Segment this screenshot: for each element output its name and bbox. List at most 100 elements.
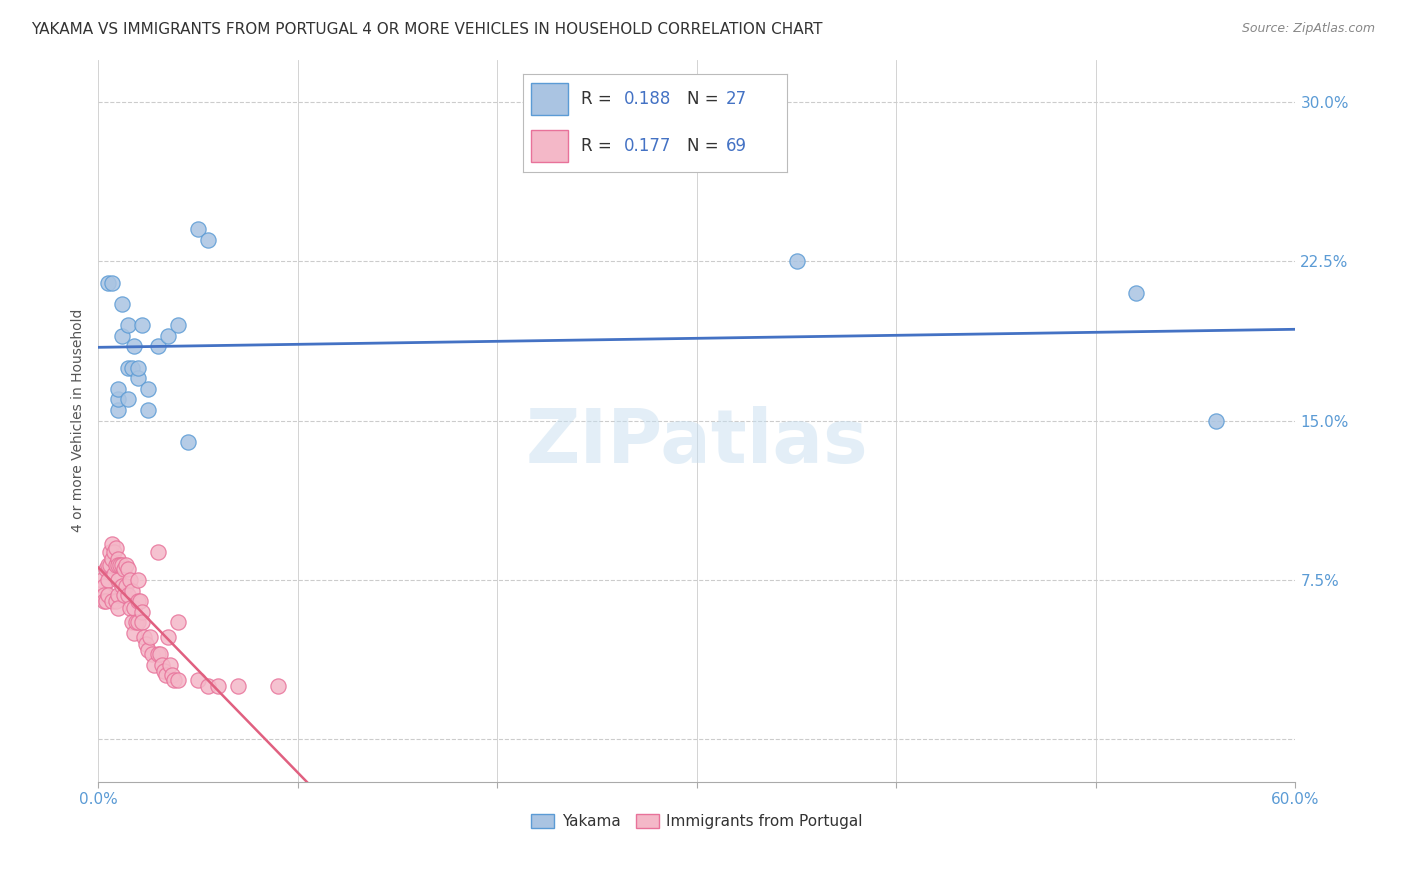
Point: [100, 558, 122, 572]
Point: [120, 573, 142, 587]
Point: [110, 558, 132, 572]
Point: [127, 615, 149, 630]
Point: [131, 615, 153, 630]
Point: [93, 594, 115, 608]
Point: [131, 318, 153, 332]
Point: [157, 630, 180, 644]
Text: Source: ZipAtlas.com: Source: ZipAtlas.com: [1241, 22, 1375, 36]
Point: [101, 551, 124, 566]
Point: [117, 562, 139, 576]
Point: [124, 600, 146, 615]
Point: [1125, 286, 1147, 301]
Point: [197, 233, 219, 247]
Point: [101, 594, 124, 608]
Point: [97, 558, 120, 572]
Point: [103, 566, 125, 581]
Point: [101, 276, 124, 290]
Point: [124, 626, 146, 640]
Point: [167, 673, 190, 687]
Point: [107, 403, 129, 417]
Point: [197, 679, 219, 693]
Point: [134, 630, 156, 644]
Point: [177, 434, 200, 449]
Point: [187, 222, 209, 236]
Point: [129, 594, 152, 608]
Point: [153, 664, 176, 678]
Point: [267, 679, 290, 693]
Point: [103, 545, 125, 559]
Point: [111, 328, 134, 343]
Point: [93, 579, 115, 593]
Point: [91, 573, 114, 587]
Point: [148, 339, 170, 353]
Point: [141, 647, 163, 661]
Point: [127, 371, 149, 385]
Point: [107, 551, 129, 566]
Point: [97, 573, 120, 587]
Point: [107, 392, 129, 407]
Point: [117, 588, 139, 602]
Point: [117, 318, 139, 332]
Point: [148, 545, 170, 559]
Point: [1205, 414, 1227, 428]
Point: [187, 673, 209, 687]
Point: [112, 588, 135, 602]
Point: [101, 537, 124, 551]
Point: [226, 679, 249, 693]
Point: [143, 657, 166, 672]
Point: [117, 392, 139, 407]
Point: [111, 558, 134, 572]
Point: [96, 594, 118, 608]
Point: [155, 668, 177, 682]
Point: [117, 360, 139, 375]
Point: [121, 615, 143, 630]
Point: [105, 594, 128, 608]
Point: [157, 328, 180, 343]
Point: [127, 594, 149, 608]
Point: [107, 573, 129, 587]
Point: [124, 339, 146, 353]
Point: [111, 297, 134, 311]
Point: [96, 562, 118, 576]
Point: [167, 318, 190, 332]
Text: ZIPatlas: ZIPatlas: [526, 406, 869, 479]
Text: YAKAMA VS IMMIGRANTS FROM PORTUGAL 4 OR MORE VEHICLES IN HOUSEHOLD CORRELATION C: YAKAMA VS IMMIGRANTS FROM PORTUGAL 4 OR …: [31, 22, 823, 37]
Point: [135, 637, 157, 651]
Point: [100, 545, 122, 559]
Point: [131, 605, 153, 619]
Point: [207, 679, 229, 693]
Point: [107, 382, 129, 396]
Point: [107, 588, 129, 602]
Point: [148, 647, 170, 661]
Point: [786, 254, 808, 268]
Point: [149, 647, 172, 661]
Point: [159, 657, 181, 672]
Point: [136, 403, 159, 417]
Y-axis label: 4 or more Vehicles in Household: 4 or more Vehicles in Household: [72, 309, 86, 533]
Point: [105, 558, 128, 572]
Legend: Yakama, Immigrants from Portugal: Yakama, Immigrants from Portugal: [524, 808, 869, 836]
Point: [121, 583, 143, 598]
Point: [115, 558, 138, 572]
Point: [105, 541, 128, 555]
Point: [139, 630, 162, 644]
Point: [120, 600, 142, 615]
Point: [121, 360, 143, 375]
Point: [167, 615, 190, 630]
Point: [107, 558, 129, 572]
Point: [97, 588, 120, 602]
Point: [162, 668, 184, 682]
Point: [127, 573, 149, 587]
Point: [125, 615, 148, 630]
Point: [163, 673, 186, 687]
Point: [150, 657, 173, 672]
Point: [97, 276, 120, 290]
Point: [136, 643, 159, 657]
Point: [111, 579, 134, 593]
Point: [93, 588, 115, 602]
Point: [127, 360, 149, 375]
Point: [136, 382, 159, 396]
Point: [115, 579, 138, 593]
Point: [107, 600, 129, 615]
Point: [112, 562, 135, 576]
